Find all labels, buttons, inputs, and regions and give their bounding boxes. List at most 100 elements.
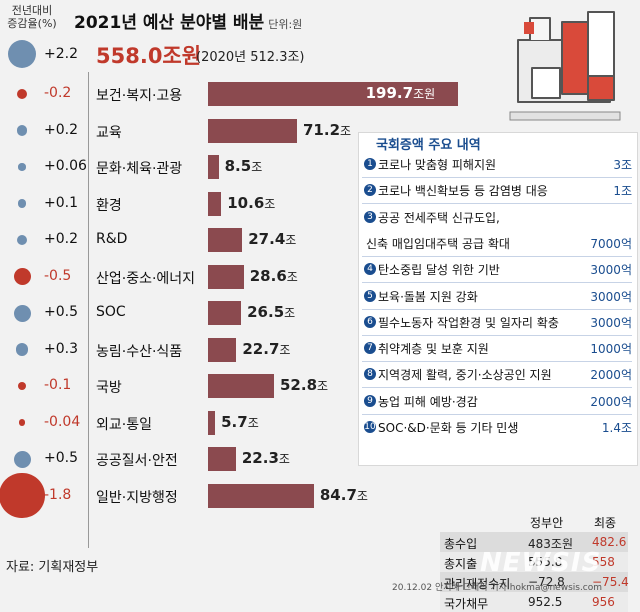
- bar-value-label: 52.8조: [280, 376, 329, 394]
- category-label: 공공질서·안전: [96, 453, 178, 469]
- bar: [208, 82, 458, 106]
- note-divider: [362, 387, 632, 389]
- note-text: 공공 전세주택 신규도입,: [378, 210, 500, 225]
- bar: [208, 483, 314, 508]
- note-number: 9: [364, 394, 376, 407]
- watermark: NEWSIS: [480, 548, 602, 578]
- note-text: 코로나 백신확보등 등 감염병 대응: [378, 184, 548, 199]
- note-text: SOC·&D·문화 등 기타 민생: [378, 421, 519, 435]
- note-number: 3: [364, 210, 376, 223]
- total-budget-previous: (2020년 512.3조): [196, 50, 305, 65]
- change-value: -0.1: [44, 377, 72, 393]
- category-label: 문화·체육·관광: [96, 161, 183, 177]
- summary-label: 총수입: [444, 537, 478, 551]
- total-change-dot: [8, 40, 36, 68]
- note-amount: 1.4조: [601, 421, 632, 435]
- change-value: +0.2: [44, 121, 78, 138]
- note-amount: 1000억: [590, 342, 632, 357]
- category-label: R&D: [96, 231, 128, 247]
- summary-label: 총지출: [444, 557, 478, 571]
- note-amount: 2000억: [590, 368, 632, 383]
- note-text: 필수노동자 작업환경 및 일자리 확충: [378, 315, 559, 330]
- bar-value-label: 22.7조: [242, 339, 291, 358]
- change-value: +0.2: [44, 231, 78, 247]
- note-divider: [362, 203, 632, 205]
- note-divider: [362, 282, 632, 284]
- note-text: 보육·돌봄 지원 강화: [378, 289, 478, 304]
- note-number: 1: [364, 158, 376, 170]
- change-dot: [16, 88, 28, 100]
- note-amount: 3000억: [590, 263, 632, 278]
- change-value: -0.04: [44, 413, 81, 430]
- note-number: 8: [364, 368, 376, 381]
- note-amount: 3조: [613, 158, 632, 172]
- category-label: 외교·통일: [96, 416, 152, 433]
- note-amount: 3000억: [590, 315, 632, 330]
- summary-row: [440, 532, 628, 552]
- note-text: 탄소중립 달성 위한 기반: [378, 263, 500, 278]
- change-dot: [16, 125, 28, 136]
- change-dot: [13, 268, 31, 285]
- notes-panel: [358, 132, 638, 466]
- change-value: +0.06: [44, 158, 87, 174]
- bar: [208, 191, 222, 216]
- change-value: -1.8: [44, 486, 72, 503]
- notes-title: 국회증액 주요 내역: [376, 138, 481, 153]
- note-divider: [362, 255, 632, 257]
- change-value: -0.2: [44, 85, 72, 101]
- summary-header-gov: 정부안: [530, 516, 564, 530]
- category-label: SOC: [96, 304, 126, 320]
- category-label: 산업·중소·에너지: [96, 270, 196, 287]
- change-value: +0.5: [44, 304, 78, 320]
- note-number: 2: [364, 184, 376, 197]
- category-label: 교육: [96, 124, 122, 141]
- change-dot: [16, 234, 28, 246]
- change-dot: [0, 472, 45, 519]
- change-value: +0.1: [44, 194, 78, 211]
- axis-line: [88, 72, 89, 548]
- note-divider: [362, 413, 632, 415]
- summary-final-value: 482.6: [592, 535, 627, 549]
- category-label: 농림·수산·식품: [96, 343, 183, 360]
- bar-value-label: 84.7조: [319, 485, 368, 504]
- note-text: 농업 피해 예방·경감: [378, 394, 478, 409]
- note-text: 코로나 맞춤형 피해지원: [378, 158, 497, 172]
- change-value: +0.3: [44, 340, 78, 357]
- bar: [208, 447, 236, 471]
- change-dot: [15, 343, 29, 356]
- bar-value-label: 22.3조: [241, 449, 290, 467]
- bar-value-label: 8.5조: [224, 157, 263, 175]
- bar-value-label: 10.6조: [227, 193, 276, 212]
- note-text: 취약계층 및 보훈 지원: [378, 342, 489, 357]
- note-amount: 2000억: [590, 394, 632, 409]
- note-text: 지역경제 활력, 중기·소상공인 지원: [378, 368, 552, 383]
- note-divider: [362, 361, 632, 363]
- note-text: 신축 매입임대주택 공급 확대: [366, 236, 510, 251]
- summary-gov-value: 952.5: [528, 595, 563, 609]
- summary-final-value: −75.4: [592, 575, 629, 589]
- summary-label: 관리재정수지: [444, 577, 511, 591]
- note-divider: [362, 177, 632, 178]
- note-number: 10: [364, 421, 376, 433]
- chart-title-text: 2021년 예산 분야별 배분: [74, 13, 265, 33]
- change-dot: [18, 163, 26, 171]
- summary-gov-value: 555.8: [528, 555, 563, 569]
- summary-final-value: 558: [592, 555, 615, 569]
- summary-row: [440, 552, 628, 572]
- change-dot: [13, 304, 31, 322]
- bar: [208, 301, 242, 325]
- bar-value-label: 5.7조: [221, 412, 259, 431]
- total-budget: 558.0조원: [96, 44, 202, 68]
- chart-title: 2021년 예산 분야별 배분 단위:원: [74, 8, 302, 33]
- change-dot: [17, 381, 27, 391]
- note-number: 7: [364, 342, 376, 355]
- change-dot: [13, 450, 31, 468]
- category-label: 일반·지방행정: [96, 489, 178, 506]
- summary-row: [440, 572, 628, 592]
- bar: [208, 228, 243, 252]
- bar-value-label: 26.5조: [247, 303, 296, 321]
- category-label: 보건·복지·고용: [96, 88, 183, 104]
- bar-value-label: 27.4조: [248, 230, 297, 248]
- note-number: 4: [364, 263, 376, 276]
- category-label: 환경: [96, 197, 122, 214]
